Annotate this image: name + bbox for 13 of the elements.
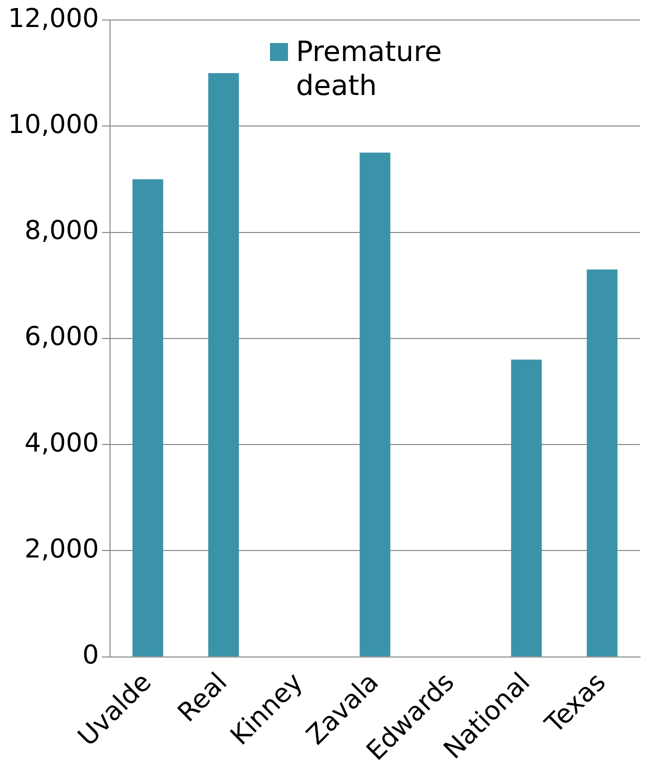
y-tick-label: 4,000: [24, 428, 99, 458]
bar: [360, 152, 390, 656]
bar: [586, 269, 618, 656]
legend-label: Premature death: [296, 35, 443, 103]
y-tick-label: 8,000: [24, 216, 99, 246]
bar: [208, 73, 239, 656]
y-tick-label: 10,000: [8, 110, 99, 140]
y-tick-label: 2,000: [24, 534, 99, 564]
y-tick-label: 12,000: [8, 4, 99, 34]
y-tick-label: 0: [82, 640, 99, 671]
bar: [511, 360, 542, 656]
y-tick-label: 6,000: [24, 322, 99, 352]
bar: [132, 179, 164, 656]
